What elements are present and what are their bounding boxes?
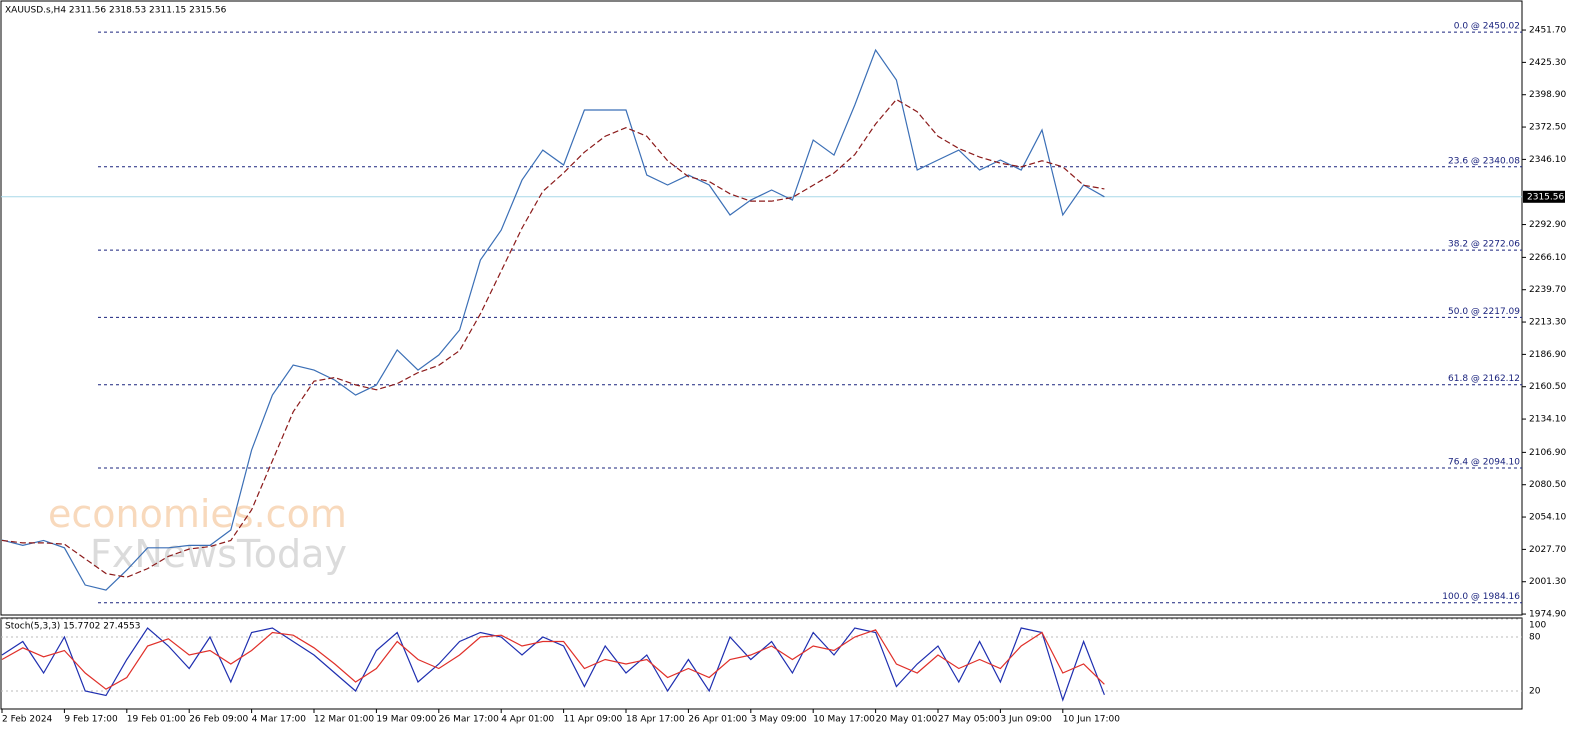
series-line (1, 48, 1105, 591)
chart-title: XAUUSD.s,H4 2311.56 2318.53 2311.15 2315… (5, 6, 227, 16)
x-tick-label: 10 May 17:00 (813, 715, 875, 725)
fib-label: 50.0 @ 2217.09 (1448, 307, 1520, 317)
x-tick-label: 10 Jun 17:00 (1063, 715, 1120, 725)
x-tick-label: 3 Jun 09:00 (1000, 715, 1052, 725)
x-tick-label: 20 May 01:00 (876, 715, 938, 725)
y-tick-label: 2054.10 (1529, 513, 1566, 523)
y-tick-label: 2213.30 (1529, 318, 1566, 328)
fib-label: 38.2 @ 2272.06 (1448, 240, 1520, 250)
x-tick-label: 11 Apr 09:00 (564, 715, 623, 725)
x-tick-label: 2 Feb 2024 (2, 715, 53, 725)
y-tick-label: 2398.90 (1529, 90, 1566, 100)
x-tick-label: 19 Mar 09:00 (376, 715, 436, 725)
fib-label: 61.8 @ 2162.12 (1448, 374, 1520, 384)
x-tick-label: 19 Feb 01:00 (127, 715, 186, 725)
x-tick-label: 26 Feb 09:00 (189, 715, 248, 725)
last-price-label: 2315.56 (1527, 192, 1564, 202)
x-tick-label: 12 Mar 01:00 (314, 715, 374, 725)
x-tick-label: 9 Feb 17:00 (64, 715, 118, 725)
y-tick-label: 100 (1529, 621, 1546, 631)
y-tick-label: 2080.50 (1529, 480, 1566, 490)
y-tick-label: 2292.90 (1529, 220, 1566, 230)
main-pane (0, 0, 1523, 616)
x-tick-label: 26 Mar 17:00 (439, 715, 499, 725)
y-tick-label: 2027.70 (1529, 545, 1566, 555)
y-tick-label: 1974.90 (1529, 610, 1566, 620)
fib-label: 0.0 @ 2450.02 (1454, 22, 1520, 32)
y-tick-label: 2346.10 (1529, 155, 1566, 165)
series-line (1, 98, 1105, 578)
fib-label: 23.6 @ 2340.08 (1448, 156, 1520, 166)
watermark: economies.com (48, 492, 347, 536)
x-tick-label: 4 Apr 01:00 (501, 715, 554, 725)
y-tick-label: 2266.10 (1529, 253, 1566, 263)
y-tick-label: 2001.30 (1529, 577, 1566, 587)
stoch-title: Stoch(5,3,3) 15.7702 27.4553 (5, 622, 140, 632)
stoch-pane (0, 617, 1523, 710)
x-tick-label: 18 Apr 17:00 (626, 715, 685, 725)
fib-label: 100.0 @ 1984.16 (1442, 592, 1520, 602)
y-tick-label: 2372.50 (1529, 123, 1566, 133)
y-tick-label: 2160.50 (1529, 382, 1566, 392)
x-tick-label: 3 May 09:00 (751, 715, 807, 725)
y-tick-label: 2106.90 (1529, 448, 1566, 458)
y-tick-label: 2134.10 (1529, 415, 1566, 425)
y-tick-label: 2186.90 (1529, 350, 1566, 360)
y-tick-label: 2451.70 (1529, 26, 1566, 36)
x-tick-label: 4 Mar 17:00 (252, 715, 307, 725)
fib-label: 76.4 @ 2094.10 (1448, 458, 1520, 468)
y-tick-label: 20 (1529, 687, 1541, 697)
y-tick-label: 2239.70 (1529, 285, 1566, 295)
last-price-box (1523, 190, 1565, 203)
series-line (1, 629, 1105, 690)
x-tick-label: 26 Apr 01:00 (688, 715, 747, 725)
y-tick-label: 2425.30 (1529, 58, 1566, 68)
y-tick-label: 80 (1529, 633, 1541, 643)
x-tick-label: 27 May 05:00 (938, 715, 1000, 725)
